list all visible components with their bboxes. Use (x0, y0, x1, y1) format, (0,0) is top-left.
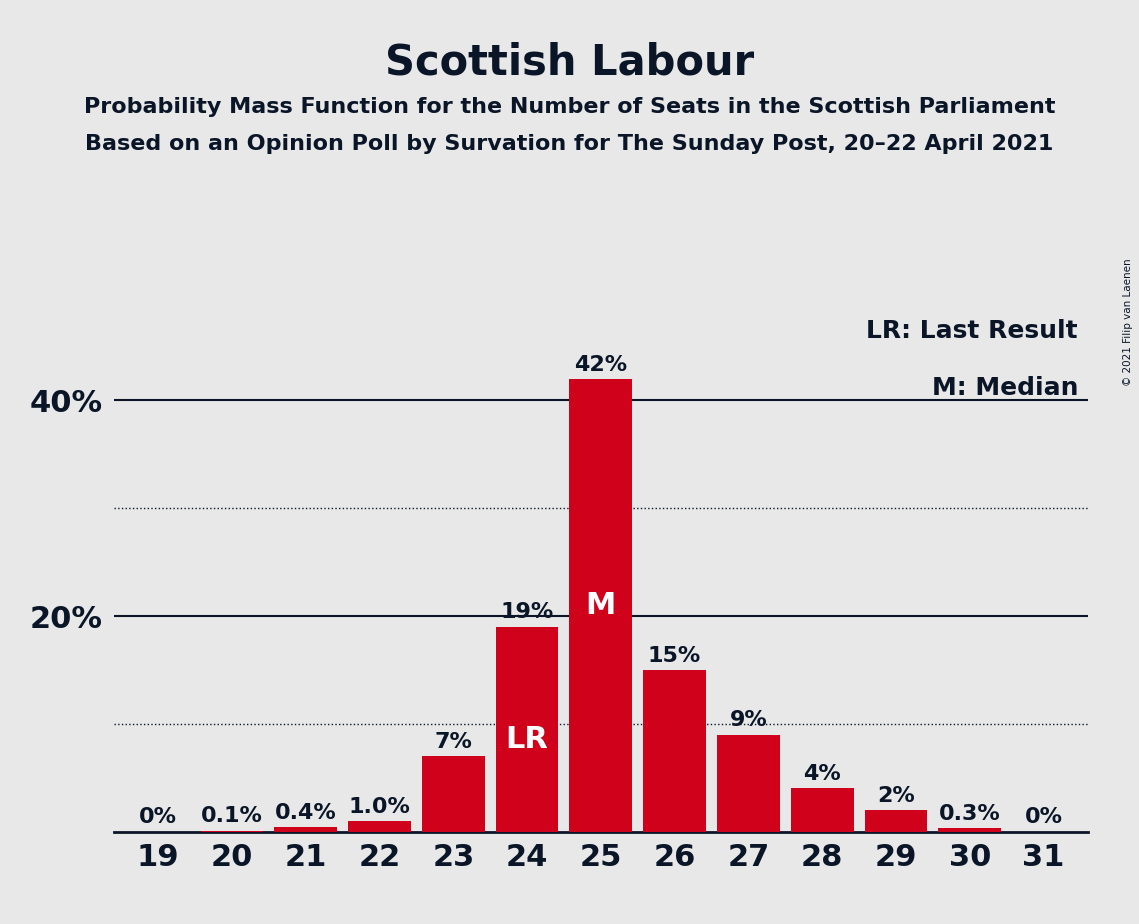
Bar (274, 827, 337, 832)
Text: 0%: 0% (139, 808, 178, 827)
Text: © 2021 Filip van Laenen: © 2021 Filip van Laenen (1123, 259, 1133, 386)
Bar (495, 626, 558, 832)
Text: 0.4%: 0.4% (274, 803, 337, 823)
Bar (421, 756, 484, 832)
Text: 9%: 9% (729, 711, 768, 730)
Text: 7%: 7% (434, 732, 473, 752)
Text: 19%: 19% (500, 602, 554, 623)
Text: 0.1%: 0.1% (200, 807, 263, 826)
Text: 4%: 4% (803, 764, 841, 784)
Bar (200, 831, 263, 832)
Bar (939, 828, 1001, 832)
Bar (349, 821, 411, 832)
Text: 0%: 0% (1024, 808, 1063, 827)
Text: 2%: 2% (877, 785, 915, 806)
Text: Based on an Opinion Poll by Survation for The Sunday Post, 20–22 April 2021: Based on an Opinion Poll by Survation fo… (85, 134, 1054, 154)
Text: 0.3%: 0.3% (939, 804, 1000, 824)
Text: LR: LR (506, 725, 549, 754)
Text: 42%: 42% (574, 355, 628, 374)
Text: Probability Mass Function for the Number of Seats in the Scottish Parliament: Probability Mass Function for the Number… (84, 97, 1055, 117)
Bar (644, 670, 706, 832)
Text: Scottish Labour: Scottish Labour (385, 42, 754, 83)
Text: M: Median: M: Median (932, 376, 1077, 400)
Text: 15%: 15% (648, 646, 702, 665)
Bar (790, 788, 853, 832)
Bar (718, 735, 780, 832)
Text: M: M (585, 590, 616, 620)
Text: LR: Last Result: LR: Last Result (867, 320, 1077, 344)
Text: 1.0%: 1.0% (349, 796, 410, 817)
Bar (570, 379, 632, 832)
Bar (865, 810, 927, 832)
